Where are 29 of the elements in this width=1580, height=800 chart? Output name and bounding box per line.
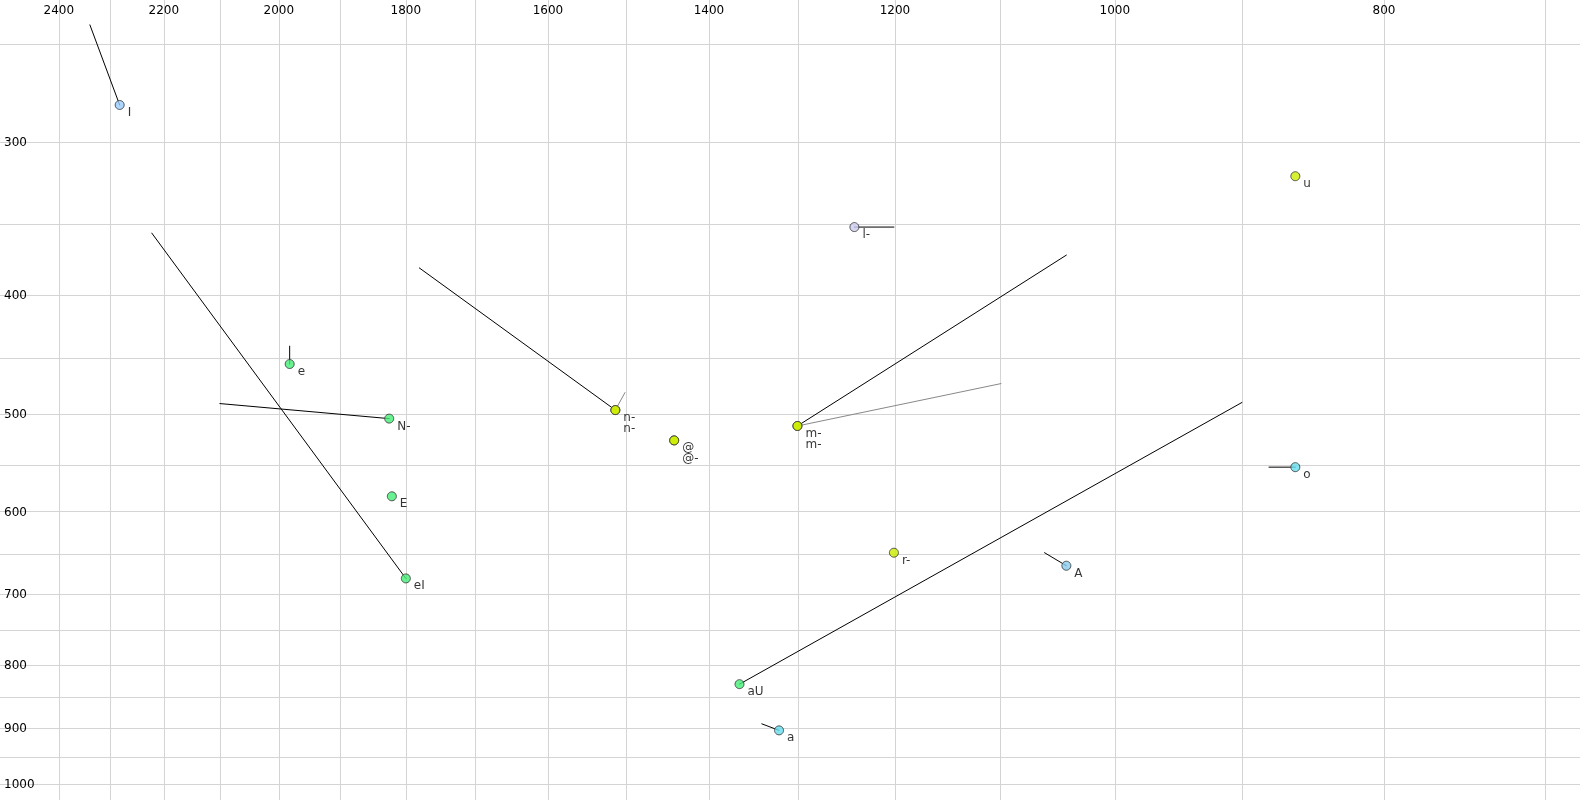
data-label: I: [127, 104, 132, 119]
y-tick-label: 500: [4, 407, 27, 422]
data-label: l-: [862, 227, 871, 242]
data-label: aU: [747, 684, 764, 699]
data-label: E: [399, 496, 408, 511]
x-tick-label: 800: [1372, 3, 1396, 17]
x-tick-label: 1800: [390, 3, 422, 17]
data-label: u: [1303, 176, 1311, 191]
y-tick-label: 900: [4, 721, 27, 736]
x-tick-label: 2000: [263, 3, 295, 17]
y-tick-label: 700: [4, 586, 27, 601]
x-tick-label: 1000: [1099, 3, 1131, 17]
y-tick-label: 600: [4, 504, 27, 519]
data-label: o: [1303, 467, 1311, 482]
y-tick-label: 300: [4, 134, 27, 149]
x-tick-label: 2400: [43, 3, 75, 17]
y-tick-label: 1000: [4, 777, 35, 792]
y-tick-label: 400: [4, 288, 27, 303]
x-tick-label: 2200: [148, 3, 180, 17]
x-tick-label: 1200: [879, 3, 911, 17]
data-label: N-: [397, 418, 411, 433]
data-label: e: [297, 364, 306, 379]
y-tick-label: 800: [4, 658, 27, 673]
data-label: eI: [413, 578, 425, 593]
data-label: r-: [901, 552, 911, 567]
x-tick-label: 1400: [693, 3, 725, 17]
data-label: a: [787, 730, 795, 745]
data-label: A: [1074, 565, 1084, 580]
x-tick-label: 1600: [532, 3, 564, 17]
